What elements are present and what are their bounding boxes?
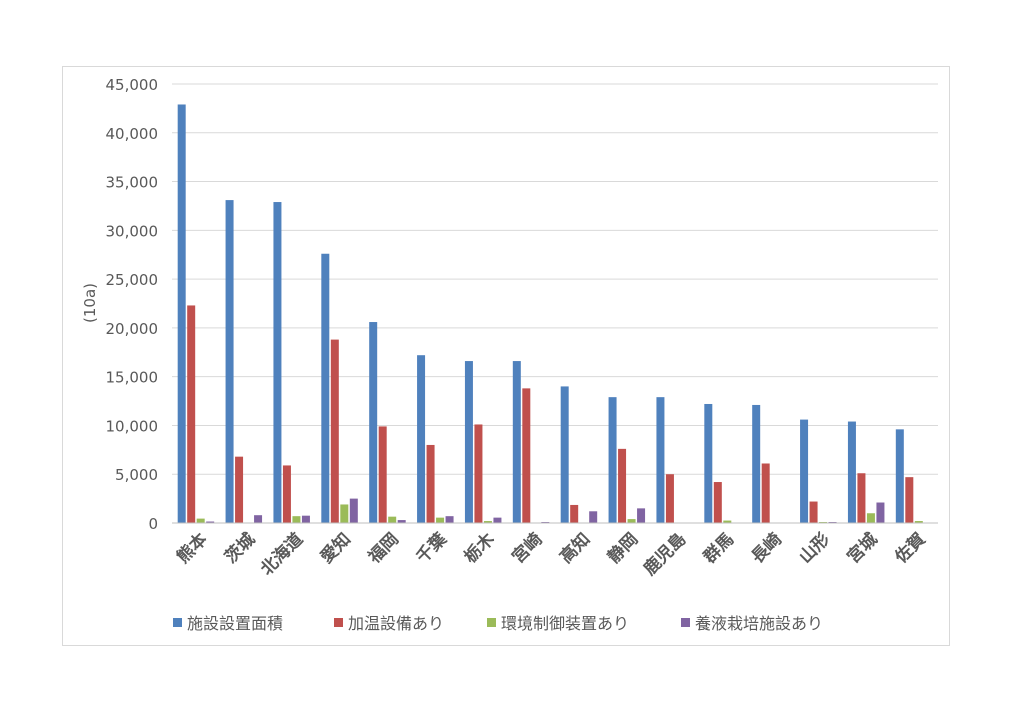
x-tick-label: 宮城: [843, 529, 882, 568]
x-tick-label: 愛知: [316, 529, 355, 568]
bar: [608, 397, 617, 523]
bar: [895, 429, 904, 523]
bar: [330, 339, 339, 523]
bar: [761, 463, 770, 523]
bar: [713, 482, 722, 523]
bar: [857, 473, 866, 523]
x-tick-label: 北海道: [256, 529, 307, 580]
bar: [445, 516, 454, 523]
x-tick-label: 千葉: [412, 528, 452, 568]
x-tick-label: 熊本: [173, 529, 212, 568]
bar: [301, 515, 310, 523]
legend-label: 養液栽培施設あり: [695, 614, 823, 633]
chart-frame: [62, 66, 950, 646]
bar: [637, 508, 646, 523]
x-tick-label: 佐賀: [890, 529, 930, 569]
bar: [876, 502, 885, 523]
bar: [512, 361, 521, 523]
y-tick-label: 40,000: [106, 125, 159, 143]
x-tick-label: 高知: [556, 529, 595, 568]
legend-swatch: [487, 618, 496, 627]
x-tick-label: 静岡: [603, 529, 642, 568]
bar: [618, 448, 627, 523]
bar: [914, 521, 923, 523]
bar: [436, 517, 445, 523]
bar: [349, 498, 358, 523]
bar: [417, 355, 426, 523]
y-tick-label: 10,000: [106, 417, 159, 435]
bar: [656, 397, 665, 523]
bar: [206, 521, 215, 523]
bar: [570, 504, 579, 523]
x-tick-label: 茨城: [220, 529, 259, 568]
legend-label: 環境制御装置あり: [501, 614, 629, 633]
bar: [723, 520, 732, 523]
legend-swatch: [173, 618, 182, 627]
legend-label: 加温設備あり: [348, 614, 444, 633]
bar: [196, 518, 205, 523]
bar: [187, 305, 196, 523]
y-axis-label: (10a): [81, 283, 99, 323]
bar: [369, 322, 378, 523]
bar: [866, 513, 875, 523]
bar: [292, 516, 301, 523]
bar: [321, 253, 330, 523]
bar: [474, 424, 483, 523]
y-tick-label: 25,000: [106, 271, 159, 289]
bar: [809, 501, 818, 523]
bar: [752, 404, 761, 523]
legend-swatch: [334, 618, 343, 627]
x-tick-label: 長崎: [747, 529, 786, 568]
bar: [426, 444, 435, 523]
bar: [177, 104, 186, 523]
x-tick-label: 群馬: [699, 529, 738, 568]
bar: [378, 426, 387, 523]
y-tick-label: 30,000: [106, 222, 159, 240]
bar: [225, 200, 234, 523]
legend-label: 施設設置面積: [187, 614, 283, 633]
bar: [273, 202, 282, 523]
bar: [235, 456, 244, 523]
bar: [464, 361, 473, 523]
x-tick-label: 福岡: [363, 529, 403, 569]
x-tick-label: 鹿児島: [639, 529, 690, 580]
x-tick-label: 栃木: [460, 528, 500, 568]
bar: [397, 520, 406, 523]
bar: [483, 521, 492, 523]
y-tick-label: 45,000: [106, 76, 159, 94]
bar: [340, 504, 349, 523]
bar: [589, 511, 598, 523]
y-tick-label: 15,000: [106, 369, 159, 387]
bar: [665, 474, 674, 523]
bar: [704, 403, 713, 523]
bar: [522, 388, 531, 523]
bar: [627, 519, 636, 523]
y-tick-label: 20,000: [106, 320, 159, 338]
bar: [847, 421, 856, 523]
bar: [254, 515, 263, 523]
bar: [800, 419, 809, 523]
legend-swatch: [681, 618, 690, 627]
y-tick-label: 0: [148, 515, 158, 533]
y-tick-label: 5,000: [115, 466, 158, 484]
x-tick-label: 宮崎: [508, 529, 547, 568]
bar: [560, 386, 569, 523]
bar: [282, 465, 291, 523]
bar: [388, 516, 397, 523]
x-tick-label: 山形: [795, 529, 834, 568]
bar: [493, 517, 502, 523]
y-tick-label: 35,000: [106, 174, 159, 192]
bar: [905, 477, 914, 523]
